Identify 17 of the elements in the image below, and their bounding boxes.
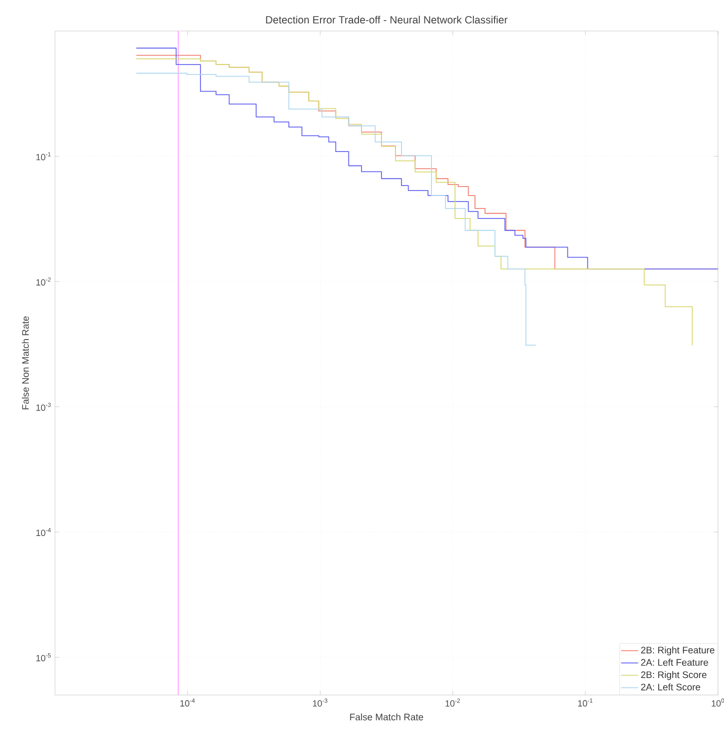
legend-label: 2A: Left Feature: [641, 658, 708, 666]
x-tick-label: 10$^{0}$: [712, 698, 724, 707]
x-tick-label: 10$^{-3}$: [312, 698, 328, 707]
chart-title: Detection Error Trade-off - Neural Network Classifier: [266, 16, 508, 24]
y-tick-label: 10$^{-3}$: [36, 402, 51, 411]
x-axis-title: False Match Rate: [350, 713, 424, 720]
legend-label: 2B: Right Feature: [641, 646, 714, 656]
y-tick-label: 10$^{-2}$: [36, 277, 51, 286]
x-tick-label: 10$^{-1}$: [578, 698, 592, 707]
x-tick-label: 10$^{-4}$: [180, 698, 195, 707]
y-tick-label: 10$^{-4}$: [36, 528, 51, 536]
legend-label: 2A: Left Score: [641, 683, 700, 690]
x-tick-label: 10$^{-2}$: [446, 698, 460, 707]
y-tick-label: 10$^{-5}$: [36, 653, 51, 662]
y-axis-title: False Non Match Rate: [22, 316, 29, 410]
y-tick-label: 10$^{-1}$: [36, 152, 51, 160]
legend-label: 2B: Right Score: [641, 671, 706, 680]
